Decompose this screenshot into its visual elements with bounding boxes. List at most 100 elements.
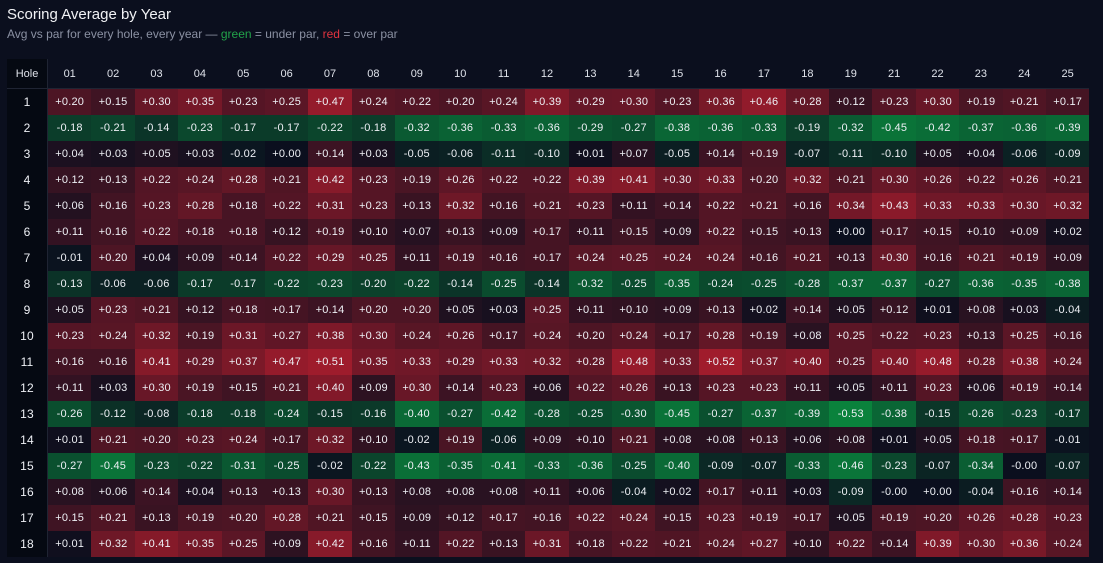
- heatmap-cell[interactable]: +0.25: [829, 349, 873, 375]
- heatmap-cell[interactable]: -0.06: [91, 271, 135, 297]
- heatmap-cell[interactable]: +0.11: [568, 219, 613, 245]
- heatmap-cell[interactable]: +0.23: [872, 88, 916, 115]
- heatmap-cell[interactable]: +0.42: [308, 531, 352, 557]
- heatmap-cell[interactable]: +0.22: [872, 323, 916, 349]
- heatmap-cell[interactable]: +0.01: [872, 427, 916, 453]
- heatmap-cell[interactable]: +0.16: [785, 193, 830, 219]
- heatmap-cell[interactable]: +0.20: [742, 167, 786, 193]
- heatmap-cell[interactable]: +0.33: [915, 193, 960, 219]
- heatmap-cell[interactable]: +0.40: [308, 375, 352, 401]
- heatmap-cell[interactable]: +0.00: [915, 479, 960, 505]
- heatmap-cell[interactable]: -0.36: [525, 115, 569, 141]
- heatmap-cell[interactable]: -0.31: [221, 453, 265, 479]
- heatmap-cell[interactable]: +0.06: [568, 479, 613, 505]
- heatmap-cell[interactable]: +0.22: [612, 531, 656, 557]
- heatmap-cell[interactable]: +0.04: [47, 141, 92, 167]
- heatmap-cell[interactable]: -0.33: [525, 453, 569, 479]
- heatmap-cell[interactable]: -0.14: [525, 271, 569, 297]
- year-column-header[interactable]: 03: [134, 59, 179, 89]
- heatmap-cell[interactable]: +0.18: [221, 193, 265, 219]
- heatmap-cell[interactable]: +0.16: [1002, 479, 1046, 505]
- heatmap-cell[interactable]: -0.33: [742, 115, 786, 141]
- heatmap-cell[interactable]: +0.46: [742, 88, 786, 115]
- heatmap-cell[interactable]: -0.22: [308, 115, 352, 141]
- heatmap-cell[interactable]: +0.28: [568, 349, 613, 375]
- heatmap-cell[interactable]: -0.06: [481, 427, 526, 453]
- heatmap-cell[interactable]: -0.37: [872, 271, 916, 297]
- heatmap-cell[interactable]: +0.23: [481, 375, 526, 401]
- heatmap-cell[interactable]: -0.24: [264, 401, 309, 427]
- heatmap-cell[interactable]: +0.23: [91, 297, 135, 323]
- heatmap-cell[interactable]: +0.09: [1002, 219, 1046, 245]
- heatmap-cell[interactable]: -0.11: [829, 141, 873, 167]
- heatmap-cell[interactable]: -0.18: [47, 115, 92, 141]
- heatmap-cell[interactable]: +0.20: [47, 88, 92, 115]
- heatmap-cell[interactable]: -0.07: [915, 453, 960, 479]
- heatmap-cell[interactable]: -0.00: [1002, 453, 1046, 479]
- heatmap-cell[interactable]: +0.11: [612, 193, 656, 219]
- heatmap-cell[interactable]: +0.03: [481, 297, 526, 323]
- heatmap-cell[interactable]: +0.03: [351, 141, 396, 167]
- heatmap-cell[interactable]: +0.30: [395, 375, 439, 401]
- heatmap-cell[interactable]: -0.34: [959, 453, 1003, 479]
- heatmap-cell[interactable]: +0.29: [308, 245, 352, 271]
- heatmap-cell[interactable]: +0.30: [134, 88, 179, 115]
- heatmap-cell[interactable]: -0.07: [742, 453, 786, 479]
- heatmap-cell[interactable]: +0.25: [264, 88, 309, 115]
- heatmap-cell[interactable]: +0.23: [915, 375, 960, 401]
- heatmap-cell[interactable]: -0.18: [178, 401, 222, 427]
- heatmap-cell[interactable]: -0.43: [395, 453, 439, 479]
- heatmap-cell[interactable]: +0.14: [872, 531, 916, 557]
- year-column-header[interactable]: 15: [655, 59, 699, 89]
- heatmap-cell[interactable]: +0.30: [612, 88, 656, 115]
- heatmap-cell[interactable]: +0.08: [959, 297, 1003, 323]
- heatmap-cell[interactable]: +0.21: [612, 427, 656, 453]
- heatmap-cell[interactable]: +0.00: [829, 219, 873, 245]
- heatmap-cell[interactable]: +0.06: [525, 375, 569, 401]
- heatmap-cell[interactable]: +0.24: [178, 167, 222, 193]
- year-column-header[interactable]: 24: [1002, 59, 1046, 89]
- heatmap-cell[interactable]: +0.21: [525, 193, 569, 219]
- heatmap-cell[interactable]: +0.21: [785, 245, 830, 271]
- heatmap-cell[interactable]: +0.48: [915, 349, 960, 375]
- heatmap-cell[interactable]: +0.05: [829, 297, 873, 323]
- heatmap-cell[interactable]: +0.24: [1045, 349, 1090, 375]
- heatmap-cell[interactable]: +0.24: [655, 245, 699, 271]
- heatmap-cell[interactable]: +0.21: [655, 531, 699, 557]
- heatmap-cell[interactable]: +0.20: [395, 297, 439, 323]
- heatmap-cell[interactable]: +0.28: [178, 193, 222, 219]
- heatmap-cell[interactable]: +0.10: [959, 219, 1003, 245]
- heatmap-cell[interactable]: +0.17: [872, 219, 916, 245]
- heatmap-cell[interactable]: +0.23: [915, 323, 960, 349]
- heatmap-cell[interactable]: +0.23: [178, 427, 222, 453]
- heatmap-cell[interactable]: +0.24: [395, 323, 439, 349]
- heatmap-cell[interactable]: +0.06: [47, 193, 92, 219]
- heatmap-cell[interactable]: -0.36: [698, 115, 743, 141]
- heatmap-cell[interactable]: +0.22: [959, 167, 1003, 193]
- heatmap-cell[interactable]: +0.52: [698, 349, 743, 375]
- heatmap-cell[interactable]: +0.28: [221, 167, 265, 193]
- heatmap-cell[interactable]: -0.45: [91, 453, 135, 479]
- heatmap-cell[interactable]: +0.16: [47, 349, 92, 375]
- heatmap-cell[interactable]: +0.23: [1045, 505, 1090, 531]
- heatmap-cell[interactable]: +0.13: [351, 479, 396, 505]
- heatmap-cell[interactable]: -0.24: [698, 271, 743, 297]
- heatmap-cell[interactable]: -0.35: [438, 453, 482, 479]
- heatmap-cell[interactable]: +0.35: [178, 531, 222, 557]
- heatmap-cell[interactable]: +0.17: [264, 297, 309, 323]
- heatmap-cell[interactable]: +0.03: [91, 375, 135, 401]
- heatmap-cell[interactable]: -0.22: [351, 453, 396, 479]
- heatmap-cell[interactable]: -0.32: [829, 115, 873, 141]
- heatmap-cell[interactable]: +0.17: [1045, 88, 1090, 115]
- heatmap-cell[interactable]: +0.13: [395, 193, 439, 219]
- heatmap-cell[interactable]: +0.09: [351, 375, 396, 401]
- heatmap-cell[interactable]: +0.09: [655, 297, 699, 323]
- heatmap-cell[interactable]: +0.03: [178, 141, 222, 167]
- heatmap-cell[interactable]: +0.20: [438, 88, 482, 115]
- year-column-header[interactable]: 06: [264, 59, 309, 89]
- heatmap-cell[interactable]: +0.15: [221, 375, 265, 401]
- heatmap-cell[interactable]: +0.23: [568, 193, 613, 219]
- heatmap-cell[interactable]: +0.09: [481, 219, 526, 245]
- heatmap-cell[interactable]: -0.32: [395, 115, 439, 141]
- heatmap-cell[interactable]: -0.28: [785, 271, 830, 297]
